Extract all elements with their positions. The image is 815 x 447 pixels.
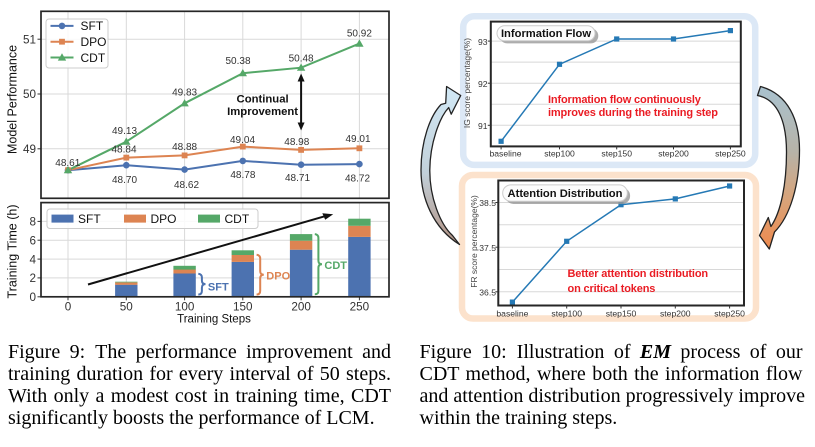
svg-text:DPO: DPO bbox=[81, 35, 107, 49]
svg-text:Improvement: Improvement bbox=[227, 106, 298, 118]
svg-text:50.92: 50.92 bbox=[347, 29, 372, 40]
svg-text:51: 51 bbox=[23, 33, 36, 46]
svg-text:IG score percentage(%): IG score percentage(%) bbox=[462, 38, 472, 128]
svg-text:step100: step100 bbox=[551, 309, 582, 319]
svg-text:step150: step150 bbox=[601, 149, 632, 159]
svg-text:Attention Distribution: Attention Distribution bbox=[508, 188, 623, 200]
svg-text:48.70: 48.70 bbox=[112, 175, 137, 186]
svg-text:4: 4 bbox=[29, 253, 36, 266]
svg-text:150: 150 bbox=[233, 301, 253, 314]
svg-text:49.13: 49.13 bbox=[112, 126, 137, 137]
svg-text:91: 91 bbox=[478, 121, 488, 131]
svg-text:49: 49 bbox=[23, 143, 36, 156]
svg-text:0: 0 bbox=[29, 291, 36, 304]
svg-text:92: 92 bbox=[478, 79, 488, 89]
svg-text:100: 100 bbox=[175, 301, 195, 314]
svg-text:200: 200 bbox=[291, 301, 311, 314]
svg-text:48.88: 48.88 bbox=[172, 142, 197, 153]
svg-text:48.72: 48.72 bbox=[345, 174, 370, 185]
svg-text:DPO: DPO bbox=[151, 212, 177, 226]
svg-text:SFT: SFT bbox=[81, 19, 104, 33]
svg-text:250: 250 bbox=[350, 301, 370, 314]
svg-text:Model Performance: Model Performance bbox=[6, 45, 20, 154]
svg-text:Information flow continuously: Information flow continuously bbox=[548, 94, 702, 106]
svg-text:38.5: 38.5 bbox=[479, 198, 496, 208]
svg-text:Training Time (h): Training Time (h) bbox=[6, 204, 20, 298]
svg-text:step250: step250 bbox=[715, 149, 746, 159]
svg-text:Better attention distribution: Better attention distribution bbox=[568, 268, 709, 280]
svg-text:36.5: 36.5 bbox=[479, 288, 496, 298]
svg-text:48.78: 48.78 bbox=[230, 170, 255, 181]
svg-text:48.71: 48.71 bbox=[285, 173, 310, 184]
svg-text:improves during the training s: improves during the training step bbox=[548, 107, 718, 119]
svg-text:baseline: baseline bbox=[489, 149, 521, 159]
svg-text:50.38: 50.38 bbox=[225, 56, 250, 67]
svg-text:CDT: CDT bbox=[225, 212, 250, 226]
svg-text:49.04: 49.04 bbox=[230, 135, 255, 146]
svg-text:93: 93 bbox=[478, 37, 488, 47]
svg-text:CDT: CDT bbox=[324, 260, 347, 272]
svg-text:Information Flow: Information Flow bbox=[501, 28, 591, 40]
svg-text:SFT: SFT bbox=[78, 212, 101, 226]
svg-text:baseline: baseline bbox=[496, 309, 528, 319]
svg-text:49.83: 49.83 bbox=[172, 88, 197, 99]
svg-text:49.01: 49.01 bbox=[345, 134, 370, 145]
svg-text:DPO: DPO bbox=[266, 271, 290, 283]
svg-text:48.84: 48.84 bbox=[111, 145, 136, 156]
svg-text:Training Steps: Training Steps bbox=[177, 313, 251, 325]
svg-text:48.98: 48.98 bbox=[284, 137, 309, 148]
svg-text:step200: step200 bbox=[660, 309, 691, 319]
svg-text:37.5: 37.5 bbox=[479, 243, 496, 253]
svg-text:6: 6 bbox=[29, 234, 36, 247]
svg-text:CDT: CDT bbox=[81, 51, 106, 65]
svg-text:48.61: 48.61 bbox=[55, 158, 80, 169]
svg-text:8: 8 bbox=[29, 216, 36, 229]
svg-text:0: 0 bbox=[65, 301, 72, 314]
svg-text:step100: step100 bbox=[544, 149, 575, 159]
svg-text:step250: step250 bbox=[714, 309, 745, 319]
svg-text:2: 2 bbox=[29, 272, 36, 285]
svg-text:50: 50 bbox=[120, 301, 134, 314]
svg-text:Continual: Continual bbox=[237, 93, 289, 105]
svg-text:FR score percentage(%): FR score percentage(%) bbox=[469, 195, 479, 288]
svg-text:50.48: 50.48 bbox=[289, 54, 314, 65]
svg-text:on critical tokens: on critical tokens bbox=[568, 283, 656, 295]
svg-text:step200: step200 bbox=[658, 149, 689, 159]
svg-text:SFT: SFT bbox=[208, 282, 229, 294]
svg-text:step150: step150 bbox=[606, 309, 637, 319]
svg-text:50: 50 bbox=[23, 88, 37, 101]
svg-text:48.62: 48.62 bbox=[174, 180, 199, 191]
